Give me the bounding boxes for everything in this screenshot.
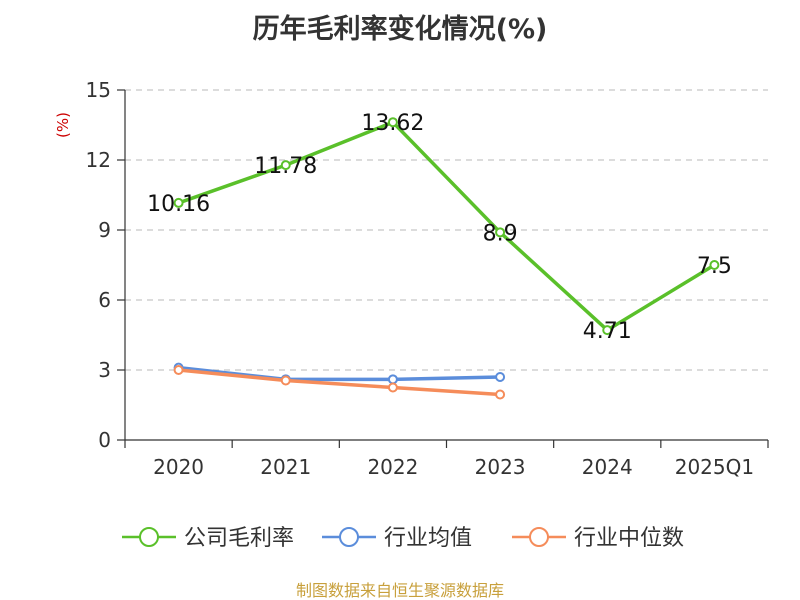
x-tick-label: 2024 — [582, 455, 633, 479]
data-point — [173, 197, 184, 208]
data-point — [387, 374, 398, 385]
y-tick-label: 15 — [86, 78, 111, 102]
x-tick-label: 2020 — [153, 455, 204, 479]
x-tick-label: 2021 — [260, 455, 311, 479]
legend-swatch-marker — [529, 527, 549, 547]
data-label: 8.9 — [483, 221, 518, 246]
data-point — [495, 372, 506, 382]
data-label: 7.5 — [697, 254, 732, 279]
y-axis-label: (%) — [54, 112, 72, 138]
legend-swatch-marker — [339, 527, 359, 547]
data-point — [280, 160, 291, 171]
legend-item: 行业均值 — [322, 526, 472, 551]
y-tick-label: 0 — [98, 428, 111, 452]
y-tick-label: 9 — [98, 218, 111, 242]
legend: 公司毛利率 行业均值 行业中位数 — [122, 526, 684, 551]
data-point — [387, 382, 398, 393]
legend-label: 行业均值 — [384, 526, 472, 551]
series-layer — [173, 117, 720, 400]
data-label: 10.16 — [147, 192, 210, 217]
y-tick-label: 12 — [86, 148, 111, 172]
grid — [125, 89, 768, 371]
data-point — [602, 325, 613, 336]
data-label: 4.71 — [583, 319, 632, 344]
legend-label: 行业中位数 — [574, 526, 684, 551]
data-label: 13.62 — [361, 111, 424, 136]
series-line-0 — [176, 120, 717, 332]
data-point — [495, 227, 506, 238]
data-point — [495, 389, 506, 400]
x-tick-label: 2025Q1 — [675, 455, 754, 479]
data-point — [387, 117, 398, 128]
data-label: 11.78 — [254, 154, 317, 179]
legend-item: 公司毛利率 — [122, 526, 294, 551]
legend-item: 行业中位数 — [512, 526, 684, 551]
x-tick-label: 2022 — [367, 455, 418, 479]
legend-label: 公司毛利率 — [184, 526, 294, 551]
axes: 0 3 6 9 12 15 2020 2021 2022 2023 2024 2025Q1 — [86, 78, 769, 479]
y-tick-label: 6 — [98, 288, 111, 312]
x-tick-label: 2023 — [475, 455, 526, 479]
legend-swatch-marker — [139, 527, 159, 547]
data-point — [709, 260, 720, 270]
chart-title: 历年毛利率变化情况(%) — [253, 13, 548, 45]
data-labels: 10.16 11.78 13.62 8.9 4.71 7.5 — [147, 111, 732, 344]
data-point — [280, 375, 291, 386]
source-note: 制图数据来自恒生聚源数据库 — [296, 581, 504, 600]
data-point — [173, 365, 184, 375]
series-line-2 — [176, 368, 502, 397]
y-tick-label: 3 — [98, 358, 111, 382]
